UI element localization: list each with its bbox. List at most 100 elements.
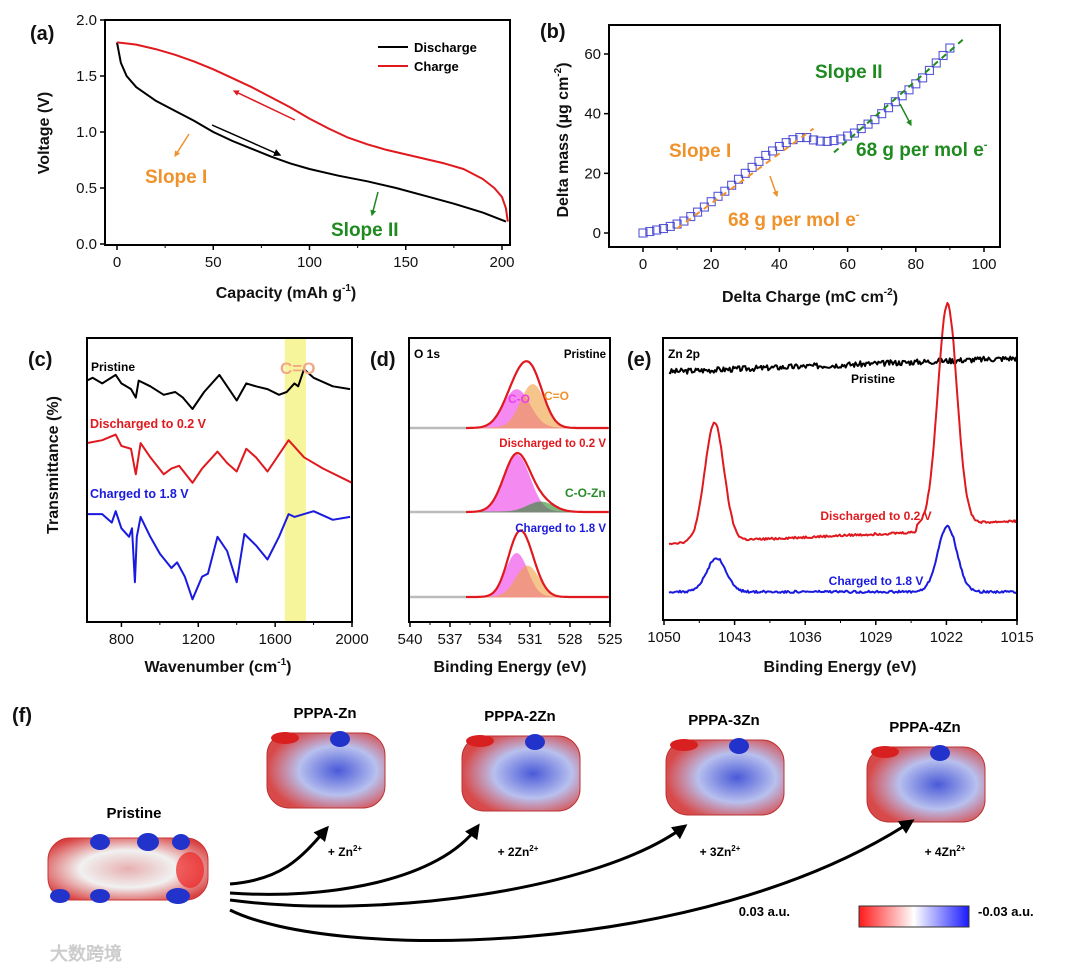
reaction-arrow: [229, 824, 688, 908]
negative-region: [729, 738, 749, 754]
pristine-label: Pristine: [564, 349, 606, 361]
data-point: [781, 138, 791, 148]
x-axis-label: Binding Energy (eV): [434, 659, 587, 676]
data-point: [665, 221, 675, 231]
x-tick-label: 531: [517, 631, 542, 648]
y-tick-label: 1.5: [76, 68, 97, 85]
arrow-label-superscript: 2+: [956, 844, 965, 853]
arrow-label: + Zn2+: [328, 844, 362, 859]
panel-f-diagram: Pristine PPPA-Zn PPPA-2Zn PPPA-3Zn PPPA-4Zn…: [47, 705, 1034, 964]
y-tick-label: 0.5: [76, 180, 97, 197]
data-point: [924, 65, 934, 75]
data-point: [754, 156, 764, 166]
slope-ii-label: Slope II: [331, 220, 399, 241]
c-o-zn-label: C-O-Zn: [565, 486, 606, 500]
arrow-label-superscript: 2+: [529, 844, 538, 853]
slope-ii-arrow: [370, 191, 379, 217]
panel-label-a: (a): [30, 23, 54, 45]
pristine-label: Pristine: [851, 372, 895, 386]
x-tick-label: 534: [477, 631, 502, 648]
pristine-title: Pristine: [106, 805, 161, 822]
y-tick-label: 20: [584, 165, 601, 182]
plot-frame: [608, 24, 1001, 248]
arrow-label: + 2Zn2+: [498, 844, 539, 859]
data-point: [720, 186, 730, 196]
discharged-label: Discharged to 0.2 V: [820, 509, 931, 523]
x-axis-label: Capacity (mAh g-1): [216, 283, 356, 302]
data-point: [808, 135, 819, 145]
data-point: [645, 226, 655, 237]
x-tick-label: 40: [771, 256, 788, 273]
slope-ii-value: 68 g per mol e-: [856, 139, 988, 161]
data-point: [693, 207, 703, 217]
positive-region: [466, 735, 494, 747]
fit-component-c=o: [466, 384, 610, 429]
arrow-label: + 3Zn2+: [700, 844, 741, 859]
arrow-label-text: + Zn: [328, 845, 353, 859]
x-tick-label: 200: [489, 254, 514, 271]
panel-label-d: (d): [370, 349, 396, 371]
molecule-pppa-3zn-esp-map: [665, 739, 785, 816]
x-tick-label: 100: [971, 256, 996, 273]
panel-e-chart: 1050 1043 1036 1029 1022 1015 Zn 2p Pristine …: [647, 302, 1034, 676]
panel-label-b: (b): [540, 21, 566, 43]
molecule-pppa-zn-esp-map: [266, 732, 386, 809]
x-tick-label: 537: [437, 631, 462, 648]
molecule-title: PPPA-3Zn: [688, 712, 759, 729]
panel-d-chart: 540 537 534 531 528 525 O 1s Pristine C-O C=O…: [397, 337, 623, 676]
data-point: [747, 162, 757, 172]
c-eq-o-band-label: C=O: [280, 359, 315, 378]
slope-i-value: 68 g per mol e-: [728, 209, 860, 231]
molecule-pppa-4zn-esp-map: [866, 746, 986, 823]
arrow-label-text: + 3Zn: [700, 845, 732, 859]
x-tick-label: 150: [393, 254, 418, 271]
arrow-label-superscript: 2+: [353, 844, 362, 853]
series-charge: [116, 41, 509, 222]
series-spectrum: [668, 524, 1017, 594]
discharge-direction-arrow: [211, 124, 282, 157]
arrow-label-text: + 4Zn: [925, 845, 957, 859]
c-o-label: C-O: [508, 392, 530, 406]
envelope-fit: [466, 452, 609, 514]
panel-a-chart: 0 50 100 150 200 0.0 0.5 1.0 1.5 2.0 Discharge Ch…: [36, 12, 515, 302]
series-spectrum: [86, 368, 351, 410]
reaction-arrow: [229, 823, 480, 896]
data-point: [836, 134, 846, 144]
panel-c-chart: 800 1200 1600 2000 C=O Pristine Discharged …: [45, 337, 369, 676]
x-tick-label: 1600: [258, 631, 291, 648]
series-spectrum: [86, 433, 353, 484]
x-tick-label: 525: [597, 631, 622, 648]
negative-region: [930, 745, 950, 761]
y-tick-label: 0.0: [76, 236, 97, 253]
slope-i-arrow: [769, 175, 779, 198]
positive-region: [271, 732, 299, 744]
colorbar-min-label: 0.03 a.u.: [739, 904, 790, 919]
data-point: [931, 58, 941, 68]
x-tick-label: 0: [639, 256, 647, 273]
discharged-label: Discharged to 0.2 V: [90, 417, 207, 431]
x-tick-label: 20: [703, 256, 720, 273]
x-tick-label: 60: [839, 256, 856, 273]
colorbar-max-label: -0.03 a.u.: [978, 904, 1034, 919]
series-spectrum: [668, 355, 1018, 375]
legend-charge: Charge: [414, 59, 459, 74]
charged-label: Charged to 1.8 V: [829, 574, 924, 588]
positive-region: [670, 739, 698, 751]
x-tick-label: 800: [109, 631, 134, 648]
reaction-arrow: [229, 825, 329, 886]
panel-b-chart: 0 20 40 60 80 100 0 20 40 60 Slope II 68 g per mo…: [553, 24, 1001, 306]
plot-frame: [86, 337, 353, 623]
o1s-title: O 1s: [414, 347, 440, 361]
arrow-label-superscript: 2+: [731, 844, 740, 853]
molecule-title: PPPA-Zn: [293, 705, 356, 722]
envelope-fit: [466, 529, 609, 599]
c-eq-o-label: C=O: [544, 389, 569, 403]
data-point: [829, 135, 839, 146]
series-spectrum: [86, 510, 351, 601]
x-tick-label: 1015: [1000, 629, 1033, 646]
data-point: [733, 174, 744, 184]
c-eq-o-highlight-band: [284, 339, 306, 621]
data-point: [815, 136, 825, 146]
y-tick-label: 60: [584, 46, 601, 63]
negative-region: [330, 731, 350, 747]
